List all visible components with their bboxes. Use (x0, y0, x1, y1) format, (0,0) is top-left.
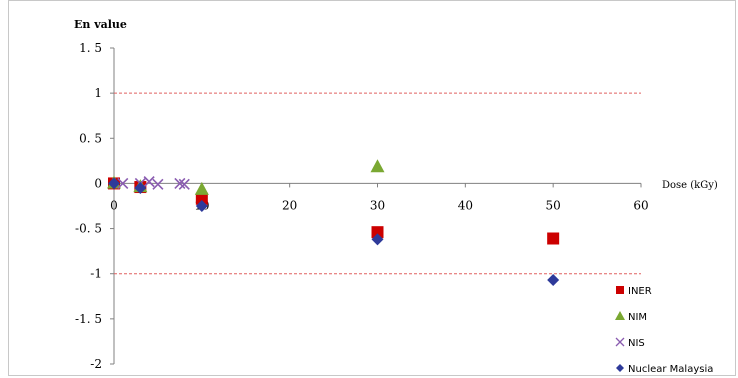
x-tick-label: 60 (633, 198, 648, 212)
y-tick-label: 1. 5 (79, 41, 102, 55)
data-point-nuclear-malaysia (195, 200, 208, 212)
y-tick-label: 0 (94, 176, 102, 190)
data-points (107, 159, 560, 287)
y-tick-label: -1. 5 (75, 312, 102, 326)
data-point-nuclear-malaysia (108, 177, 120, 190)
data-point-iner (195, 192, 208, 205)
data-point-nis (117, 177, 129, 189)
y-tick-label: 1 (94, 86, 102, 100)
reference-lines (114, 92, 641, 275)
legend-marker-iner (616, 286, 624, 294)
y-tick-label: -2 (90, 357, 102, 371)
legend-marker-nis (615, 337, 625, 347)
legend-label-nis: NIS (628, 338, 645, 349)
x-tick-label: 50 (546, 198, 561, 212)
y-tick-label: -0. 5 (75, 222, 102, 236)
legend-label-nuclear-malaysia: Nuclear Malaysia (628, 364, 713, 375)
x-tick-label: 20 (282, 198, 297, 212)
y-tick-label: 0. 5 (79, 131, 102, 145)
x-tick-label: 40 (458, 198, 473, 212)
y-axis-title: En value (74, 18, 127, 31)
data-point-nis (174, 177, 186, 189)
legend-label-nim: NIM (628, 312, 647, 323)
data-point-iner (371, 226, 384, 239)
chart-frame (8, 0, 736, 376)
legend-marker-nuclear-malaysia (616, 364, 624, 372)
x-tick-label: 0 (110, 198, 118, 212)
legend-marker-nim (615, 311, 625, 320)
x-axis-title: Dose (kGy) (662, 180, 718, 191)
data-point-nis (143, 176, 155, 188)
legend: INER NIM NIS Nuclear Malaysia (615, 286, 713, 375)
x-tick-label: 30 (370, 198, 385, 212)
axes-layer: 1. 510. 50-0. 5-1-1. 5-20102030405060 (75, 41, 649, 371)
data-point-iner (547, 232, 560, 245)
data-point-nim (194, 181, 209, 195)
y-tick-label: -1 (90, 267, 102, 281)
legend-label-iner: INER (628, 286, 652, 297)
data-point-nim (370, 159, 385, 173)
data-point-nis (152, 178, 164, 190)
data-point-nuclear-malaysia (134, 181, 147, 194)
data-point-nis (178, 178, 190, 190)
data-point-nuclear-malaysia (371, 233, 384, 246)
data-point-nuclear-malaysia (547, 274, 560, 287)
